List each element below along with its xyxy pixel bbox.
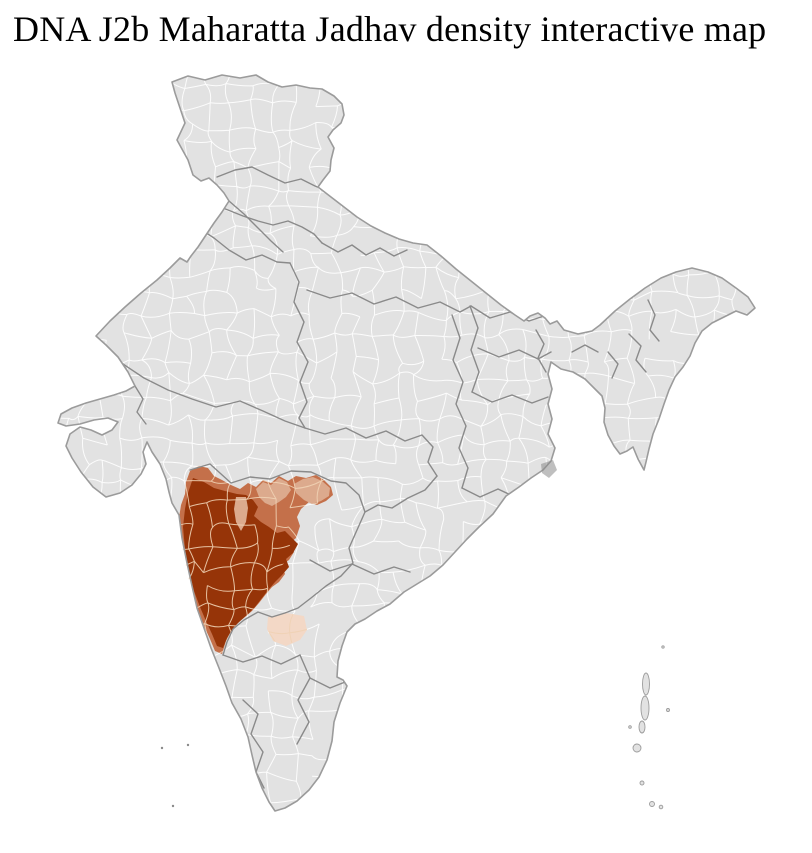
lakshadweep-islands[interactable] — [160, 743, 190, 808]
density-zone-low-center[interactable] — [234, 497, 248, 531]
sundarbans-delta — [541, 460, 557, 478]
density-zone-low-west[interactable] — [256, 478, 291, 506]
andaman-nicobar-islands[interactable] — [628, 645, 670, 810]
density-zone-low-east[interactable] — [294, 477, 330, 504]
page-title: DNA J2b Maharatta Jadhav density interac… — [13, 9, 767, 49]
